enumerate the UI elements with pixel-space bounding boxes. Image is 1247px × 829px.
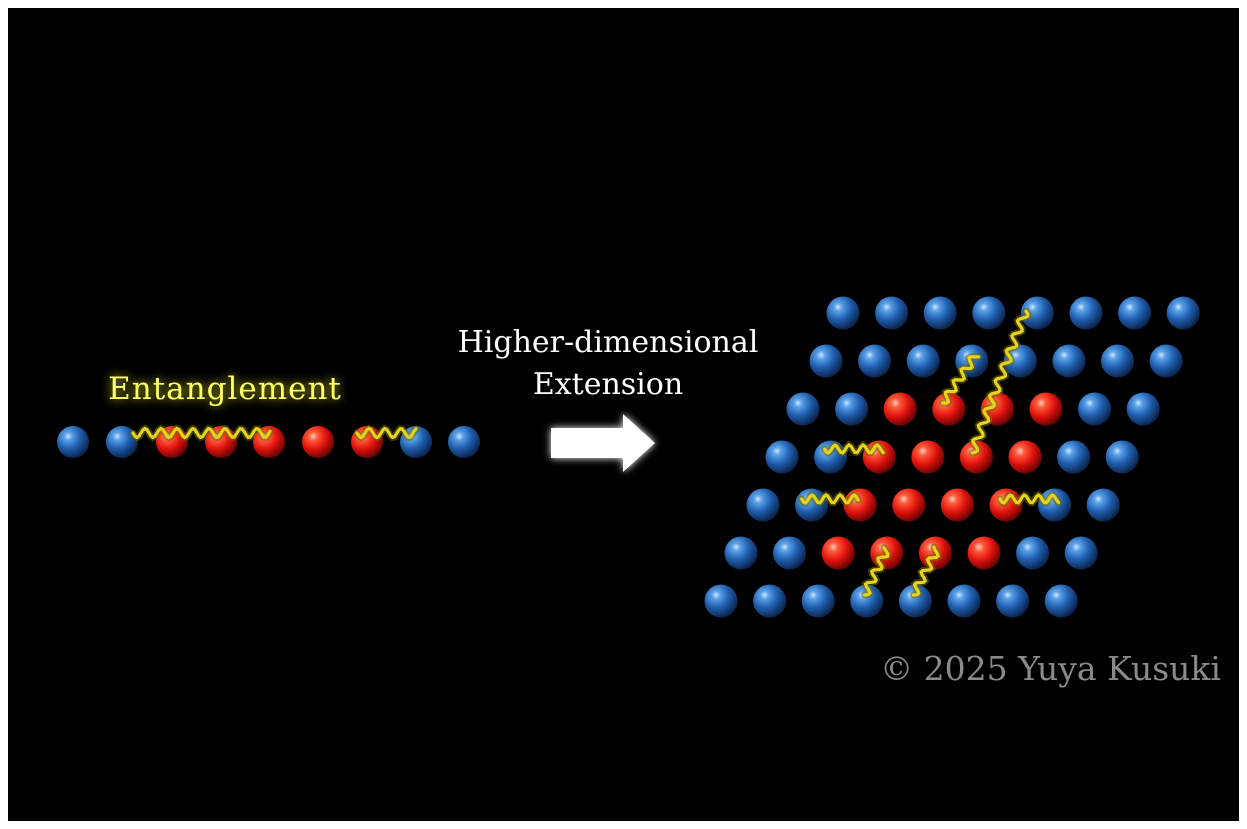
lattice-particle [1105, 440, 1139, 474]
lattice-particle [821, 536, 855, 570]
lattice-entanglement-wave [970, 309, 1030, 455]
lattice-particle [835, 392, 869, 426]
lattice-particle [1069, 296, 1103, 330]
lattice-particle [1020, 296, 1054, 330]
lattice-2d [704, 296, 1200, 618]
lattice-particle [1086, 488, 1120, 522]
lattice-particle [1003, 344, 1037, 378]
lattice-particle [1078, 392, 1112, 426]
lattice-particle [892, 488, 926, 522]
chain-1d-entanglement-waves [129, 424, 420, 442]
lattice-particle [1126, 392, 1160, 426]
lattice-particle [911, 440, 945, 474]
lattice-particle [746, 488, 780, 522]
lattice-particle [1008, 440, 1042, 474]
lattice-particle [786, 392, 820, 426]
lattice-particle [801, 584, 835, 618]
lattice-particle [923, 296, 957, 330]
right-arrow-icon [551, 414, 655, 472]
lattice-particle [967, 536, 1001, 570]
chain-particle [57, 426, 89, 458]
lattice-particle [940, 488, 974, 522]
lattice-entanglement-wave [863, 546, 890, 597]
lattice-particle [1016, 536, 1050, 570]
chain-particle [302, 426, 334, 458]
lattice-entanglement-wave [911, 545, 940, 597]
lattice-particle [809, 344, 843, 378]
lattice-particle [826, 296, 860, 330]
lattice-particle [765, 440, 799, 474]
lattice-2d-entanglement-waves [798, 307, 1063, 599]
lattice-2d-particles [704, 296, 1200, 618]
lattice-particle [906, 344, 940, 378]
lattice-particle [1052, 344, 1086, 378]
lattice-particle [1029, 392, 1063, 426]
chain-particle [448, 426, 480, 458]
lattice-particle [1057, 440, 1091, 474]
lattice-particle [883, 392, 917, 426]
lattice-particle [947, 584, 981, 618]
entanglement-label: Entanglement [108, 371, 342, 407]
lattice-particle [724, 536, 758, 570]
copyright-text: © 2025 Yuya Kusuki [880, 649, 1221, 688]
lattice-particle [858, 344, 892, 378]
lattice-particle [1064, 536, 1098, 570]
lattice-particle [704, 584, 738, 618]
extension-label-line2: Extension [533, 367, 683, 402]
chain-entanglement-wave [355, 426, 418, 440]
lattice-particle [1166, 296, 1200, 330]
lattice-particle [773, 536, 807, 570]
extension-label-line1: Higher-dimensional [458, 325, 759, 360]
lattice-particle [753, 584, 787, 618]
lattice-particle [1101, 344, 1135, 378]
chain-1d [57, 424, 480, 458]
lattice-particle [898, 584, 932, 618]
lattice-particle [1044, 584, 1078, 618]
lattice-particle [875, 296, 909, 330]
lattice-particle [1149, 344, 1183, 378]
lattice-entanglement-wave [941, 355, 981, 405]
lattice-particle [996, 584, 1030, 618]
lattice-particle [1118, 296, 1152, 330]
lattice-particle [850, 584, 884, 618]
lattice-entanglement-wave [823, 442, 885, 455]
chain-entanglement-wave [131, 426, 272, 440]
lattice-particle [972, 296, 1006, 330]
lattice-entanglement-wave [998, 492, 1061, 505]
lattice-entanglement-wave [800, 492, 860, 505]
lattice-particle [959, 440, 993, 474]
